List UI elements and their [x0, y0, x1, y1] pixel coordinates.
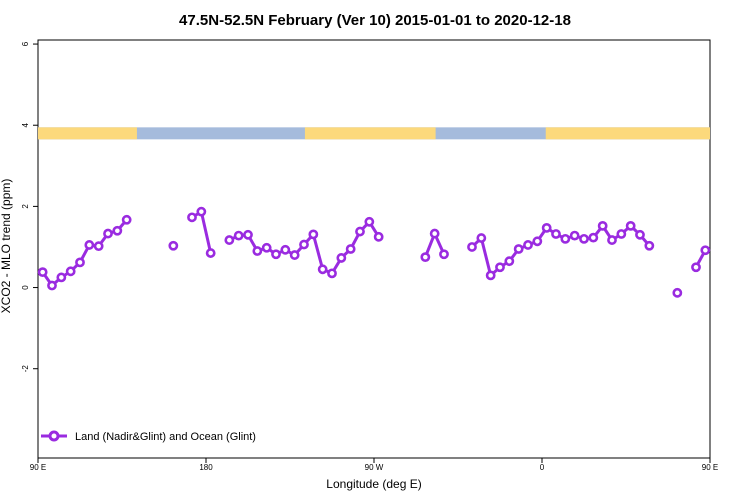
data-point [420, 252, 431, 263]
data-point [635, 229, 645, 240]
data-point [261, 242, 272, 253]
data-point [672, 287, 683, 298]
data-point [644, 240, 655, 251]
y-tick-label: 2 [21, 204, 30, 209]
x-axis: 90 E 180 90 W 0 90 E [30, 458, 718, 472]
data-point [308, 229, 319, 240]
land-band [545, 127, 710, 140]
data-point [607, 235, 617, 245]
plot-frame [37, 39, 711, 459]
data-point [233, 230, 244, 241]
data-point [579, 233, 589, 244]
data-point [65, 266, 76, 277]
data-point [429, 228, 440, 239]
data-point [243, 229, 253, 240]
legend-marker [48, 430, 60, 442]
data-point [355, 226, 365, 237]
data-point [271, 249, 281, 260]
data-point [625, 220, 636, 231]
data-point [224, 235, 235, 245]
land-band [304, 127, 436, 140]
data-point [597, 220, 608, 231]
data-point [37, 267, 48, 278]
data-point [541, 222, 552, 233]
data-point [205, 248, 216, 258]
data-point [47, 280, 57, 291]
data-point [588, 232, 599, 243]
data-point [523, 240, 533, 250]
data-point [196, 206, 207, 217]
data-point [551, 229, 561, 239]
data-point [476, 233, 487, 243]
data-point [569, 230, 580, 241]
x-tick-label: 90 W [365, 463, 384, 472]
data-point [560, 233, 571, 244]
y-tick-label: -2 [21, 365, 30, 373]
land-ocean-band [38, 127, 710, 140]
data-point [495, 262, 505, 273]
x-axis-label: Longitude (deg E) [326, 477, 421, 491]
series-layer [37, 206, 711, 298]
data-point [317, 264, 328, 275]
data-point [345, 244, 356, 254]
data-point [187, 212, 197, 223]
data-point [467, 242, 477, 252]
y-tick-label: 6 [21, 41, 30, 46]
data-point [616, 229, 627, 239]
data-point [327, 268, 337, 279]
x-tick-label: 180 [199, 463, 213, 472]
data-point [513, 244, 524, 254]
x-tick-label: 90 E [30, 463, 46, 472]
data-point [299, 239, 309, 250]
y-tick-label: 0 [21, 285, 30, 290]
data-point [280, 244, 291, 255]
data-point [84, 240, 95, 250]
data-point [93, 241, 104, 252]
data-point [691, 262, 701, 273]
data-point [289, 250, 300, 260]
chart-title: 47.5N-52.5N February (Ver 10) 2015-01-01… [179, 12, 571, 29]
y-tick-label: 4 [21, 122, 30, 127]
x-tick-label: 0 [540, 463, 545, 472]
data-point [75, 257, 85, 268]
data-point [532, 236, 543, 247]
data-point [504, 256, 515, 267]
data-point [168, 240, 179, 251]
data-point [700, 245, 711, 256]
legend-label: Land (Nadir&Glint) and Ocean (Glint) [75, 431, 256, 443]
data-point [56, 272, 67, 283]
data-point [252, 246, 263, 256]
y-axis-label: XCO2 - MLO trend (ppm) [0, 179, 13, 314]
data-point [121, 214, 132, 225]
y-axis: -2 0 2 4 6 [21, 41, 38, 372]
data-point [336, 253, 347, 263]
x-tick-label: 90 E [702, 463, 718, 472]
data-point [364, 216, 375, 227]
data-point [373, 231, 384, 242]
land-band [38, 127, 137, 140]
data-point [485, 270, 496, 281]
data-point [112, 225, 123, 236]
data-point [103, 228, 113, 239]
legend: Land (Nadir&Glint) and Ocean (Glint) [41, 430, 256, 443]
data-point [439, 249, 449, 260]
